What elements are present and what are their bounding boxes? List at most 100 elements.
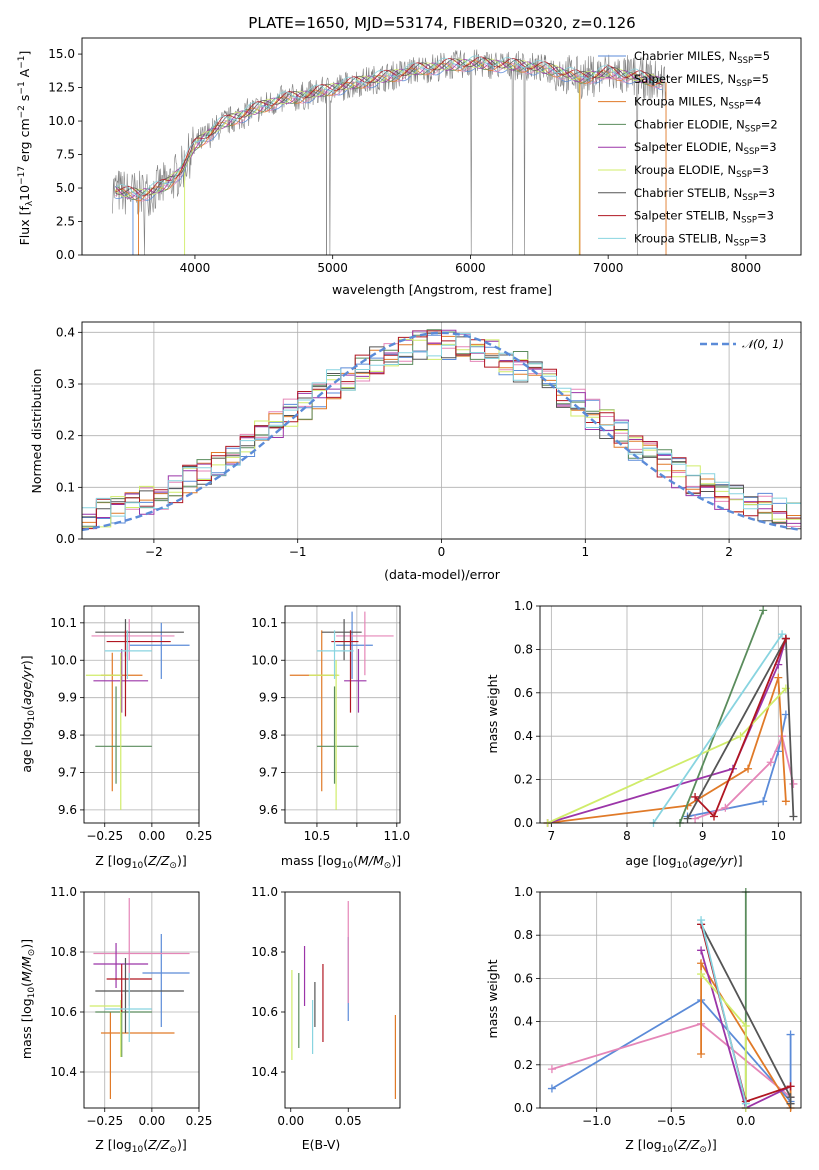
spectrum-ylabel: Flux [fλ10−17 erg cm−2 s−1 A−1]	[17, 51, 35, 246]
y-tick-label: 0.0	[56, 248, 75, 262]
weight-marker	[759, 606, 768, 615]
axes-frame	[284, 891, 401, 1109]
y-tick-label: 0.4	[514, 729, 533, 743]
y-tick-label: 0.0	[514, 816, 533, 830]
axes-frame	[83, 605, 200, 824]
x-tick-label: 5000	[317, 261, 348, 275]
x-tick-label: −0.25	[86, 829, 123, 843]
legend-entry: Salpeter MILES, NSSP=5	[634, 72, 769, 89]
mass-vs-metallicity-panel: −0.25 0.00 0.25 10.4 10.6 10.8 11.0	[50, 885, 212, 1128]
legend-entry: Salpeter ELODIE, NSSP=3	[634, 140, 777, 157]
y-tick-label: 10.8	[50, 945, 77, 959]
y-tick-label: 10.6	[251, 1005, 278, 1019]
axes-frame	[81, 37, 802, 256]
spectrum-lines	[112, 49, 667, 255]
weight-marker	[786, 1082, 795, 1091]
weight-line	[700, 919, 747, 1104]
weight-marker	[759, 797, 768, 806]
y-tick-label: 0.6	[514, 686, 533, 700]
y-tick-label: 9.9	[259, 691, 278, 705]
y-tick-label: 0.2	[56, 429, 75, 443]
y-tick-label: 10.6	[50, 1005, 77, 1019]
weight-marker	[547, 1084, 556, 1093]
x-tick-label: 10	[771, 829, 786, 843]
axes-frame	[83, 891, 200, 1109]
y-tick-label: 0.0	[514, 1101, 533, 1115]
mass-weight-vs-metallicity-panel: −1.0 −0.5 0.0 0.0 0.2 0.4 0.6 0.8 1.0	[514, 885, 802, 1128]
x-tick-label: −0.5	[657, 1114, 686, 1128]
mass-weight-z-ylabel: mass weight	[485, 959, 500, 1038]
y-tick-label: 9.6	[259, 803, 278, 817]
age-mass-xlabel: mass [log10(M/M⊙)]	[281, 853, 401, 871]
weight-marker	[697, 1050, 706, 1058]
x-tick-label: 0.00	[139, 829, 166, 843]
axes-frame	[539, 605, 802, 824]
x-tick-label: 11.0	[383, 829, 410, 843]
x-tick-label: 2	[725, 545, 733, 559]
weight-marker	[744, 764, 753, 773]
weight-marker	[786, 1030, 795, 1039]
y-tick-label: 12.5	[48, 81, 75, 95]
y-tick-label: 1.0	[514, 599, 533, 613]
weight-line	[652, 633, 783, 824]
weight-marker	[781, 634, 790, 643]
y-tick-label: 9.8	[259, 728, 278, 742]
x-tick-label: 1	[581, 545, 589, 559]
axes-frame	[284, 605, 401, 824]
weight-marker	[789, 812, 798, 821]
x-tick-label: 7000	[593, 261, 624, 275]
weight-marker	[789, 779, 798, 788]
x-tick-label: 0	[438, 545, 446, 559]
x-tick-label: −0.25	[86, 1114, 123, 1128]
weight-marker	[697, 959, 706, 968]
y-tick-label: 0.0	[56, 532, 75, 546]
x-tick-label: 9	[699, 829, 707, 843]
y-tick-label: 0.3	[56, 377, 75, 391]
weight-marker	[741, 1021, 750, 1030]
weight-marker	[691, 814, 700, 823]
model-spectrum	[114, 56, 663, 197]
x-tick-label: −2	[145, 545, 163, 559]
mass-z-ylabel: mass [log10(M/M⊙)]	[19, 939, 37, 1059]
weight-marker	[683, 814, 692, 823]
y-tick-label: 15.0	[48, 47, 75, 61]
y-tick-label: 7.5	[56, 148, 75, 162]
y-tick-label: 11.0	[251, 885, 278, 899]
weight-marker	[710, 812, 718, 821]
weight-marker	[697, 946, 706, 955]
x-tick-label: 0.05	[335, 1114, 362, 1128]
histograms	[82, 329, 801, 532]
mass-weight-z-xlabel: Z [log10(Z/Z⊙)]	[625, 1137, 716, 1155]
model-spectrum	[115, 59, 663, 200]
x-tick-label: −1	[289, 545, 307, 559]
weight-marker	[778, 630, 787, 639]
legend-entry: Kroupa ELODIE, NSSP=3	[634, 163, 769, 180]
age-vs-metallicity-panel: −0.25 0.00 0.25 9.6 9.7 9.8 9.9 10.0 10.1	[50, 605, 213, 843]
spectrum-legend: Chabrier MILES, NSSP=5 Salpeter MILES, NS…	[598, 49, 778, 248]
x-tick-label: 10.5	[304, 829, 331, 843]
legend-entry: 𝒩(0, 1)	[742, 337, 784, 351]
y-tick-label: 11.0	[50, 885, 77, 899]
model-spectrum	[114, 57, 663, 196]
residual-ylabel: Normed distribution	[29, 369, 44, 494]
x-tick-label: 0.25	[186, 829, 213, 843]
y-tick-label: 10.1	[50, 616, 77, 630]
y-tick-label: 10.4	[50, 1065, 77, 1079]
y-tick-label: 0.2	[514, 1058, 533, 1072]
y-tick-label: 0.8	[514, 928, 533, 942]
observed-spectrum	[112, 49, 667, 255]
x-tick-label: 6000	[455, 261, 486, 275]
x-tick-label: 0.0	[736, 1114, 755, 1128]
spectrum-title: PLATE=1650, MJD=53174, FIBERID=0320, z=0…	[248, 14, 635, 32]
mass-z-xlabel: Z [log10(Z/Z⊙)]	[95, 1137, 186, 1155]
weight-line	[547, 638, 787, 824]
weight-marker	[766, 758, 775, 767]
age-z-xlabel: Z [log10(Z/Z⊙)]	[95, 853, 186, 871]
residual-xlabel: (data-model)/error	[384, 567, 501, 582]
normal-curve	[82, 331, 801, 532]
x-tick-label: 0.00	[277, 1114, 304, 1128]
y-tick-label: 5.0	[56, 181, 75, 195]
residual-histogram	[82, 333, 801, 525]
weight-marker	[786, 1099, 795, 1108]
